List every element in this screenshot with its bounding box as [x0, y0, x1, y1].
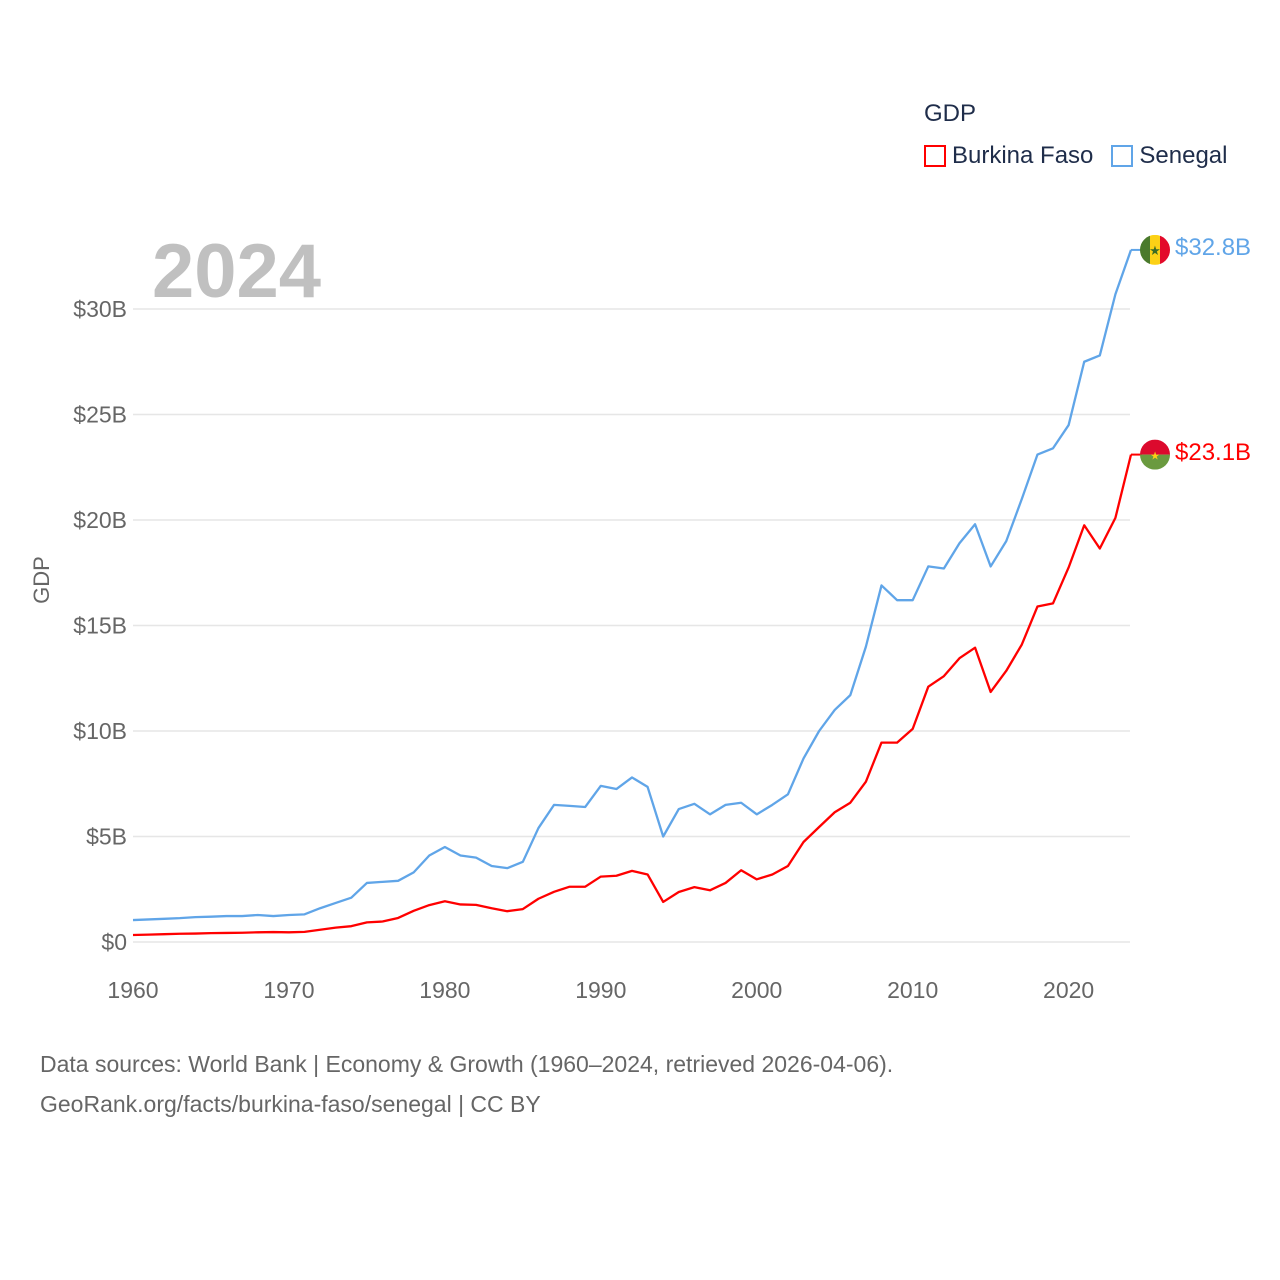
legend-title: GDP: [924, 100, 977, 127]
end-label-burkina-faso: $23.1B: [1175, 439, 1252, 466]
legend-label: Senegal: [1139, 142, 1228, 169]
y-tick-label: $0: [101, 929, 127, 955]
x-tick-label: 1990: [575, 977, 626, 1003]
end-label-senegal: $32.8B: [1175, 234, 1252, 261]
series-line-burkina-faso: [132, 454, 1133, 937]
legend-item-senegal[interactable]: Senegal: [1111, 142, 1227, 170]
legend-swatch-senegal: [1111, 145, 1134, 167]
year-label: 2024: [152, 229, 322, 314]
y-tick-label: $15B: [73, 613, 127, 639]
legend: Burkina Faso Senegal: [924, 142, 1227, 170]
footer-attribution: GeoRank.org/facts/burkina-faso/senegal |…: [40, 1091, 541, 1117]
y-tick-label: $10B: [73, 718, 127, 744]
legend-item-burkina-faso[interactable]: Burkina Faso: [924, 142, 1093, 170]
x-tick-label: 2010: [887, 977, 938, 1003]
y-tick-label: $20B: [73, 507, 127, 533]
footer-sources: Data sources: World Bank | Economy & Gro…: [40, 1051, 894, 1077]
y-tick-label: $30B: [73, 296, 127, 322]
senegal-flag-icon: ★: [1140, 234, 1170, 265]
x-tick-label: 2020: [1043, 977, 1094, 1003]
footer: Data sources: World Bank | Economy & Gro…: [40, 1044, 893, 1124]
series-line-senegal: [132, 249, 1133, 922]
legend-swatch-burkina-faso: [924, 145, 946, 167]
svg-text:★: ★: [1149, 243, 1161, 258]
x-tick-label: 1970: [263, 977, 314, 1003]
legend-label: Burkina Faso: [952, 142, 1094, 169]
x-tick-label: 2000: [731, 977, 782, 1003]
x-tick-label: 1960: [107, 977, 158, 1003]
y-tick-label: $5B: [86, 824, 127, 850]
y-tick-label: $25B: [73, 402, 127, 428]
svg-text:★: ★: [1150, 451, 1160, 463]
burkina-faso-flag-icon: ★: [1140, 439, 1170, 470]
y-axis-label: GDP: [29, 556, 54, 604]
x-tick-label: 1980: [419, 977, 470, 1003]
